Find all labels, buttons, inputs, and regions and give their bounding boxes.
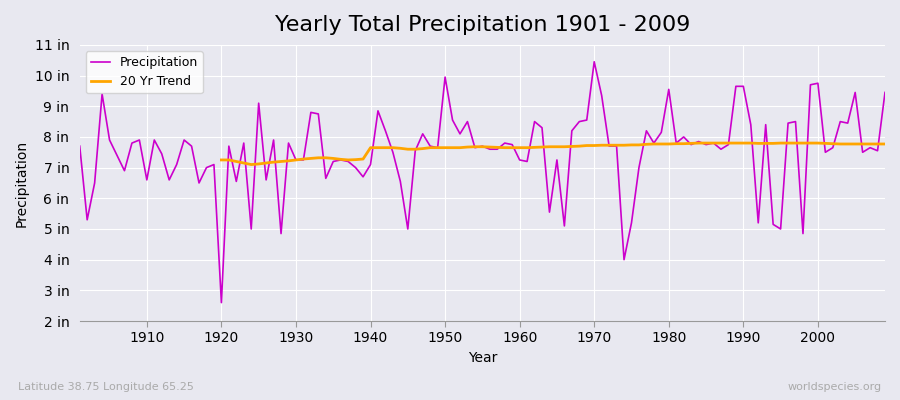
Precipitation [589, 59, 599, 64]
20 Yr Trend [797, 141, 808, 146]
Precipitation [618, 257, 629, 262]
20 Yr Trend [879, 142, 890, 146]
X-axis label: Year: Year [468, 351, 497, 365]
20 Yr Trend [313, 155, 324, 160]
Text: Latitude 38.75 Longitude 65.25: Latitude 38.75 Longitude 65.25 [18, 382, 194, 392]
Line: 20 Yr Trend: 20 Yr Trend [221, 143, 885, 164]
20 Yr Trend [686, 141, 697, 146]
20 Yr Trend [783, 141, 794, 146]
20 Yr Trend [865, 142, 876, 146]
20 Yr Trend [693, 141, 704, 146]
Line: Precipitation: Precipitation [80, 62, 885, 303]
Precipitation [216, 300, 227, 305]
Text: worldspecies.org: worldspecies.org [788, 382, 882, 392]
Precipitation [305, 110, 316, 115]
20 Yr Trend [425, 145, 436, 150]
Precipitation [350, 165, 361, 170]
Precipitation [522, 159, 533, 164]
20 Yr Trend [216, 158, 227, 162]
20 Yr Trend [246, 162, 256, 167]
Precipitation [134, 138, 145, 142]
Title: Yearly Total Precipitation 1901 - 2009: Yearly Total Precipitation 1901 - 2009 [274, 15, 690, 35]
Precipitation [879, 90, 890, 95]
Legend: Precipitation, 20 Yr Trend: Precipitation, 20 Yr Trend [86, 51, 203, 93]
Precipitation [514, 158, 525, 162]
Y-axis label: Precipitation: Precipitation [15, 139, 29, 226]
Precipitation [75, 144, 86, 148]
